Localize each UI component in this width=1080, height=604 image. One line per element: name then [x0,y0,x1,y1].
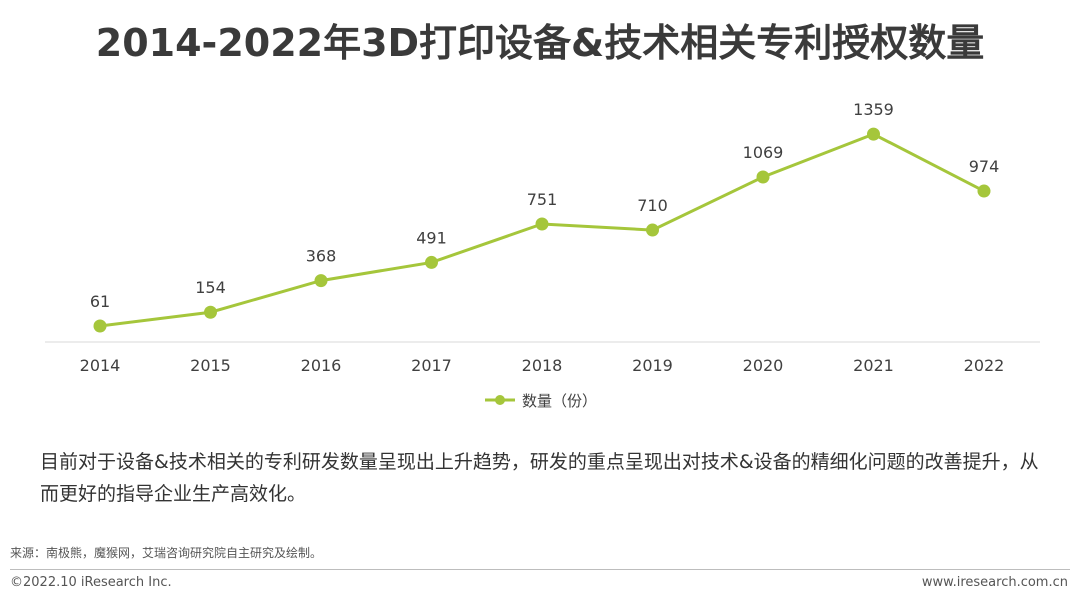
x-tick-2015: 2015 [190,356,231,375]
data-point-2015 [204,305,217,319]
data-label-2016: 368 [306,247,337,266]
data-label-2019: 710 [637,196,668,215]
x-tick-labels: 2014 2015 2016 2017 2018 2019 2020 2021 2022 [80,356,1005,375]
source-note: 来源：南极熊，魔猴网，艾瑞咨询研究院自主研究及绘制。 [10,546,323,560]
copyright: ©2022.10 iResearch Inc. [10,575,172,590]
legend-label: 数量（份） [522,392,597,410]
description-text: 目前对于设备&技术相关的专利研发数量呈现出上升趋势，研发的重点呈现出对技术&设备… [40,451,1039,505]
data-label-2018: 751 [527,190,558,209]
data-point-2018 [535,217,549,231]
page-title: 2014-2022年3D打印设备&技术相关专利授权数量 [95,21,985,65]
legend-marker-icon [495,395,505,405]
x-tick-2018: 2018 [522,356,563,375]
data-point-2016 [314,274,328,288]
data-label-2014: 61 [90,292,110,311]
x-tick-2014: 2014 [80,356,121,375]
data-point-2021 [867,127,880,141]
legend: 数量（份） [485,392,597,410]
footer-divider [10,569,1070,570]
data-label-2017: 491 [416,228,447,247]
x-tick-2019: 2019 [632,356,673,375]
x-tick-2021: 2021 [853,356,894,375]
x-tick-2016: 2016 [301,356,342,375]
data-label-2022: 974 [969,157,1000,176]
data-point-2022 [977,184,991,198]
x-tick-2022: 2022 [964,356,1005,375]
data-points: 61 154 368 491 751 710 1069 1359 974 [90,100,1000,333]
data-label-2021: 1359 [853,100,894,119]
data-point-2014 [93,319,107,333]
data-point-2020 [756,170,770,184]
data-point-2017 [425,255,438,269]
x-tick-2017: 2017 [411,356,452,375]
x-tick-2020: 2020 [743,356,784,375]
data-label-2015: 154 [195,278,226,297]
data-label-2020: 1069 [743,143,784,162]
website-url: www.iresearch.com.cn [921,575,1068,590]
data-point-2019 [646,223,659,237]
